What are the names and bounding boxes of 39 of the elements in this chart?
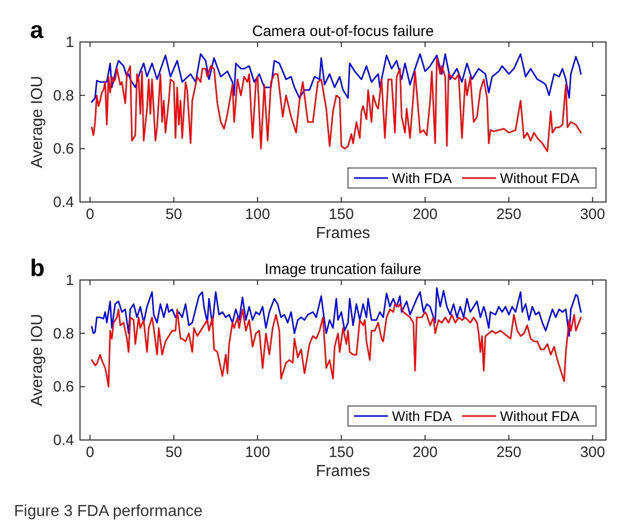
y-axis-title: Average IOU [29, 76, 46, 168]
x-axis-title: Frames [316, 463, 370, 480]
chart-title: Image truncation failure [264, 261, 422, 278]
y-tick-label: 1 [66, 272, 74, 289]
x-axis-title: Frames [316, 225, 370, 242]
text: b [30, 255, 45, 282]
legend-label: With FDA [392, 408, 453, 424]
y-tick-label: 0.4 [53, 432, 74, 449]
caption: Figure 3 FDA performance [14, 503, 203, 520]
legend-label: Without FDA [500, 170, 580, 186]
y-tick-label: 0.6 [53, 140, 74, 158]
x-tick-label: 300 [580, 444, 606, 461]
x-tick-label: 0 [86, 206, 94, 223]
y-tick-label: 0.6 [53, 378, 74, 396]
x-tick-label: 100 [245, 206, 270, 223]
line-series [90, 53, 582, 103]
y-tick-label: 0.8 [53, 325, 74, 342]
x-tick-label: 50 [165, 206, 182, 223]
x-tick-label: 50 [165, 444, 182, 461]
line-series [90, 57, 582, 152]
x-tick-label: 150 [328, 206, 354, 223]
text: a [30, 17, 44, 44]
y-tick-label: 0.4 [53, 194, 74, 211]
x-tick-label: 200 [412, 444, 438, 461]
legend-label: Without FDA [500, 408, 580, 424]
legend-label: With FDA [392, 170, 453, 186]
x-tick-label: 200 [412, 206, 438, 223]
chart-title: Camera out-of-focus failure [252, 23, 434, 40]
x-tick-label: 300 [580, 206, 606, 223]
x-tick-label: 250 [496, 444, 522, 461]
y-axis-title: Average IOU [29, 314, 46, 406]
y-tick-label: 0.8 [53, 87, 74, 104]
x-tick-label: 100 [245, 444, 270, 461]
y-tick-label: 1 [66, 34, 74, 51]
x-tick-label: 150 [328, 444, 354, 461]
x-tick-label: 250 [496, 206, 522, 223]
line-series [90, 287, 582, 337]
x-tick-label: 0 [86, 444, 94, 461]
line-series [90, 303, 582, 388]
